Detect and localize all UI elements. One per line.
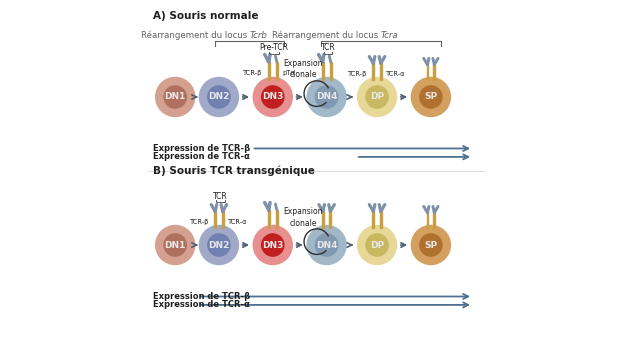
Circle shape bbox=[358, 78, 396, 117]
Circle shape bbox=[315, 234, 337, 256]
Bar bbox=[268, 210, 270, 228]
Text: TCR-β: TCR-β bbox=[348, 70, 368, 77]
Text: TCR: TCR bbox=[320, 43, 335, 52]
Text: Tcra: Tcra bbox=[380, 31, 398, 40]
Circle shape bbox=[315, 86, 337, 108]
Circle shape bbox=[164, 86, 186, 108]
Text: Réarrangement du locus: Réarrangement du locus bbox=[141, 31, 250, 40]
Text: Expression de TCR-β: Expression de TCR-β bbox=[153, 292, 251, 301]
Text: Pre-TCR: Pre-TCR bbox=[260, 43, 289, 52]
Circle shape bbox=[307, 225, 346, 264]
Text: SP: SP bbox=[424, 92, 437, 102]
Text: DN4: DN4 bbox=[316, 92, 337, 102]
Text: TCR-α: TCR-α bbox=[229, 219, 248, 225]
Bar bbox=[372, 211, 374, 228]
Text: Expression de TCR-α: Expression de TCR-α bbox=[153, 153, 250, 161]
Bar bbox=[329, 211, 331, 228]
Bar bbox=[380, 211, 382, 228]
Circle shape bbox=[358, 225, 396, 264]
Text: A) Souris normale: A) Souris normale bbox=[153, 11, 259, 21]
Text: DN3: DN3 bbox=[262, 240, 284, 250]
Circle shape bbox=[199, 225, 239, 264]
Text: pTα: pTα bbox=[283, 70, 296, 76]
Circle shape bbox=[411, 78, 451, 117]
Bar bbox=[372, 63, 374, 80]
Text: TCR-β: TCR-β bbox=[243, 70, 263, 76]
Bar bbox=[322, 62, 323, 80]
Text: Réarrangement du locus: Réarrangement du locus bbox=[272, 31, 380, 40]
Circle shape bbox=[253, 78, 292, 117]
Text: DP: DP bbox=[370, 92, 384, 102]
Bar bbox=[434, 65, 435, 80]
Text: Expansion
clonale: Expansion clonale bbox=[284, 207, 323, 227]
Bar bbox=[330, 62, 332, 80]
Circle shape bbox=[261, 86, 284, 108]
Text: DN2: DN2 bbox=[208, 92, 230, 102]
Bar bbox=[222, 211, 223, 228]
Text: DN2: DN2 bbox=[208, 240, 230, 250]
Text: DN4: DN4 bbox=[316, 240, 337, 250]
Text: DN1: DN1 bbox=[165, 92, 186, 102]
Bar bbox=[427, 65, 429, 80]
Circle shape bbox=[411, 225, 451, 264]
Circle shape bbox=[420, 234, 442, 256]
Circle shape bbox=[208, 86, 230, 108]
Circle shape bbox=[307, 78, 346, 117]
Text: SP: SP bbox=[424, 240, 437, 250]
Circle shape bbox=[199, 78, 239, 117]
Bar bbox=[215, 211, 216, 228]
Bar bbox=[434, 213, 435, 228]
Text: Tcrb: Tcrb bbox=[250, 31, 268, 40]
Circle shape bbox=[253, 225, 292, 264]
Text: DN3: DN3 bbox=[262, 92, 284, 102]
Text: DP: DP bbox=[370, 240, 384, 250]
Circle shape bbox=[164, 234, 186, 256]
Text: Expansion
clonale: Expansion clonale bbox=[284, 60, 323, 79]
Text: Expression de TCR-α: Expression de TCR-α bbox=[153, 300, 250, 310]
Text: Expression de TCR-β: Expression de TCR-β bbox=[153, 144, 251, 153]
Circle shape bbox=[261, 234, 284, 256]
Circle shape bbox=[208, 234, 230, 256]
Text: TCR-β: TCR-β bbox=[191, 219, 210, 225]
Circle shape bbox=[420, 86, 442, 108]
Bar bbox=[380, 63, 382, 80]
Circle shape bbox=[156, 225, 195, 264]
Bar bbox=[268, 62, 270, 80]
Bar bbox=[276, 210, 278, 228]
Text: DN1: DN1 bbox=[165, 240, 186, 250]
Text: TCR: TCR bbox=[213, 192, 228, 200]
Bar bbox=[276, 62, 278, 80]
Bar bbox=[427, 213, 429, 228]
Text: B) Souris TCR transgénique: B) Souris TCR transgénique bbox=[153, 166, 315, 176]
Bar bbox=[322, 211, 324, 228]
Circle shape bbox=[366, 86, 388, 108]
Circle shape bbox=[366, 234, 388, 256]
Text: TCR-α: TCR-α bbox=[386, 70, 406, 77]
Circle shape bbox=[156, 78, 195, 117]
